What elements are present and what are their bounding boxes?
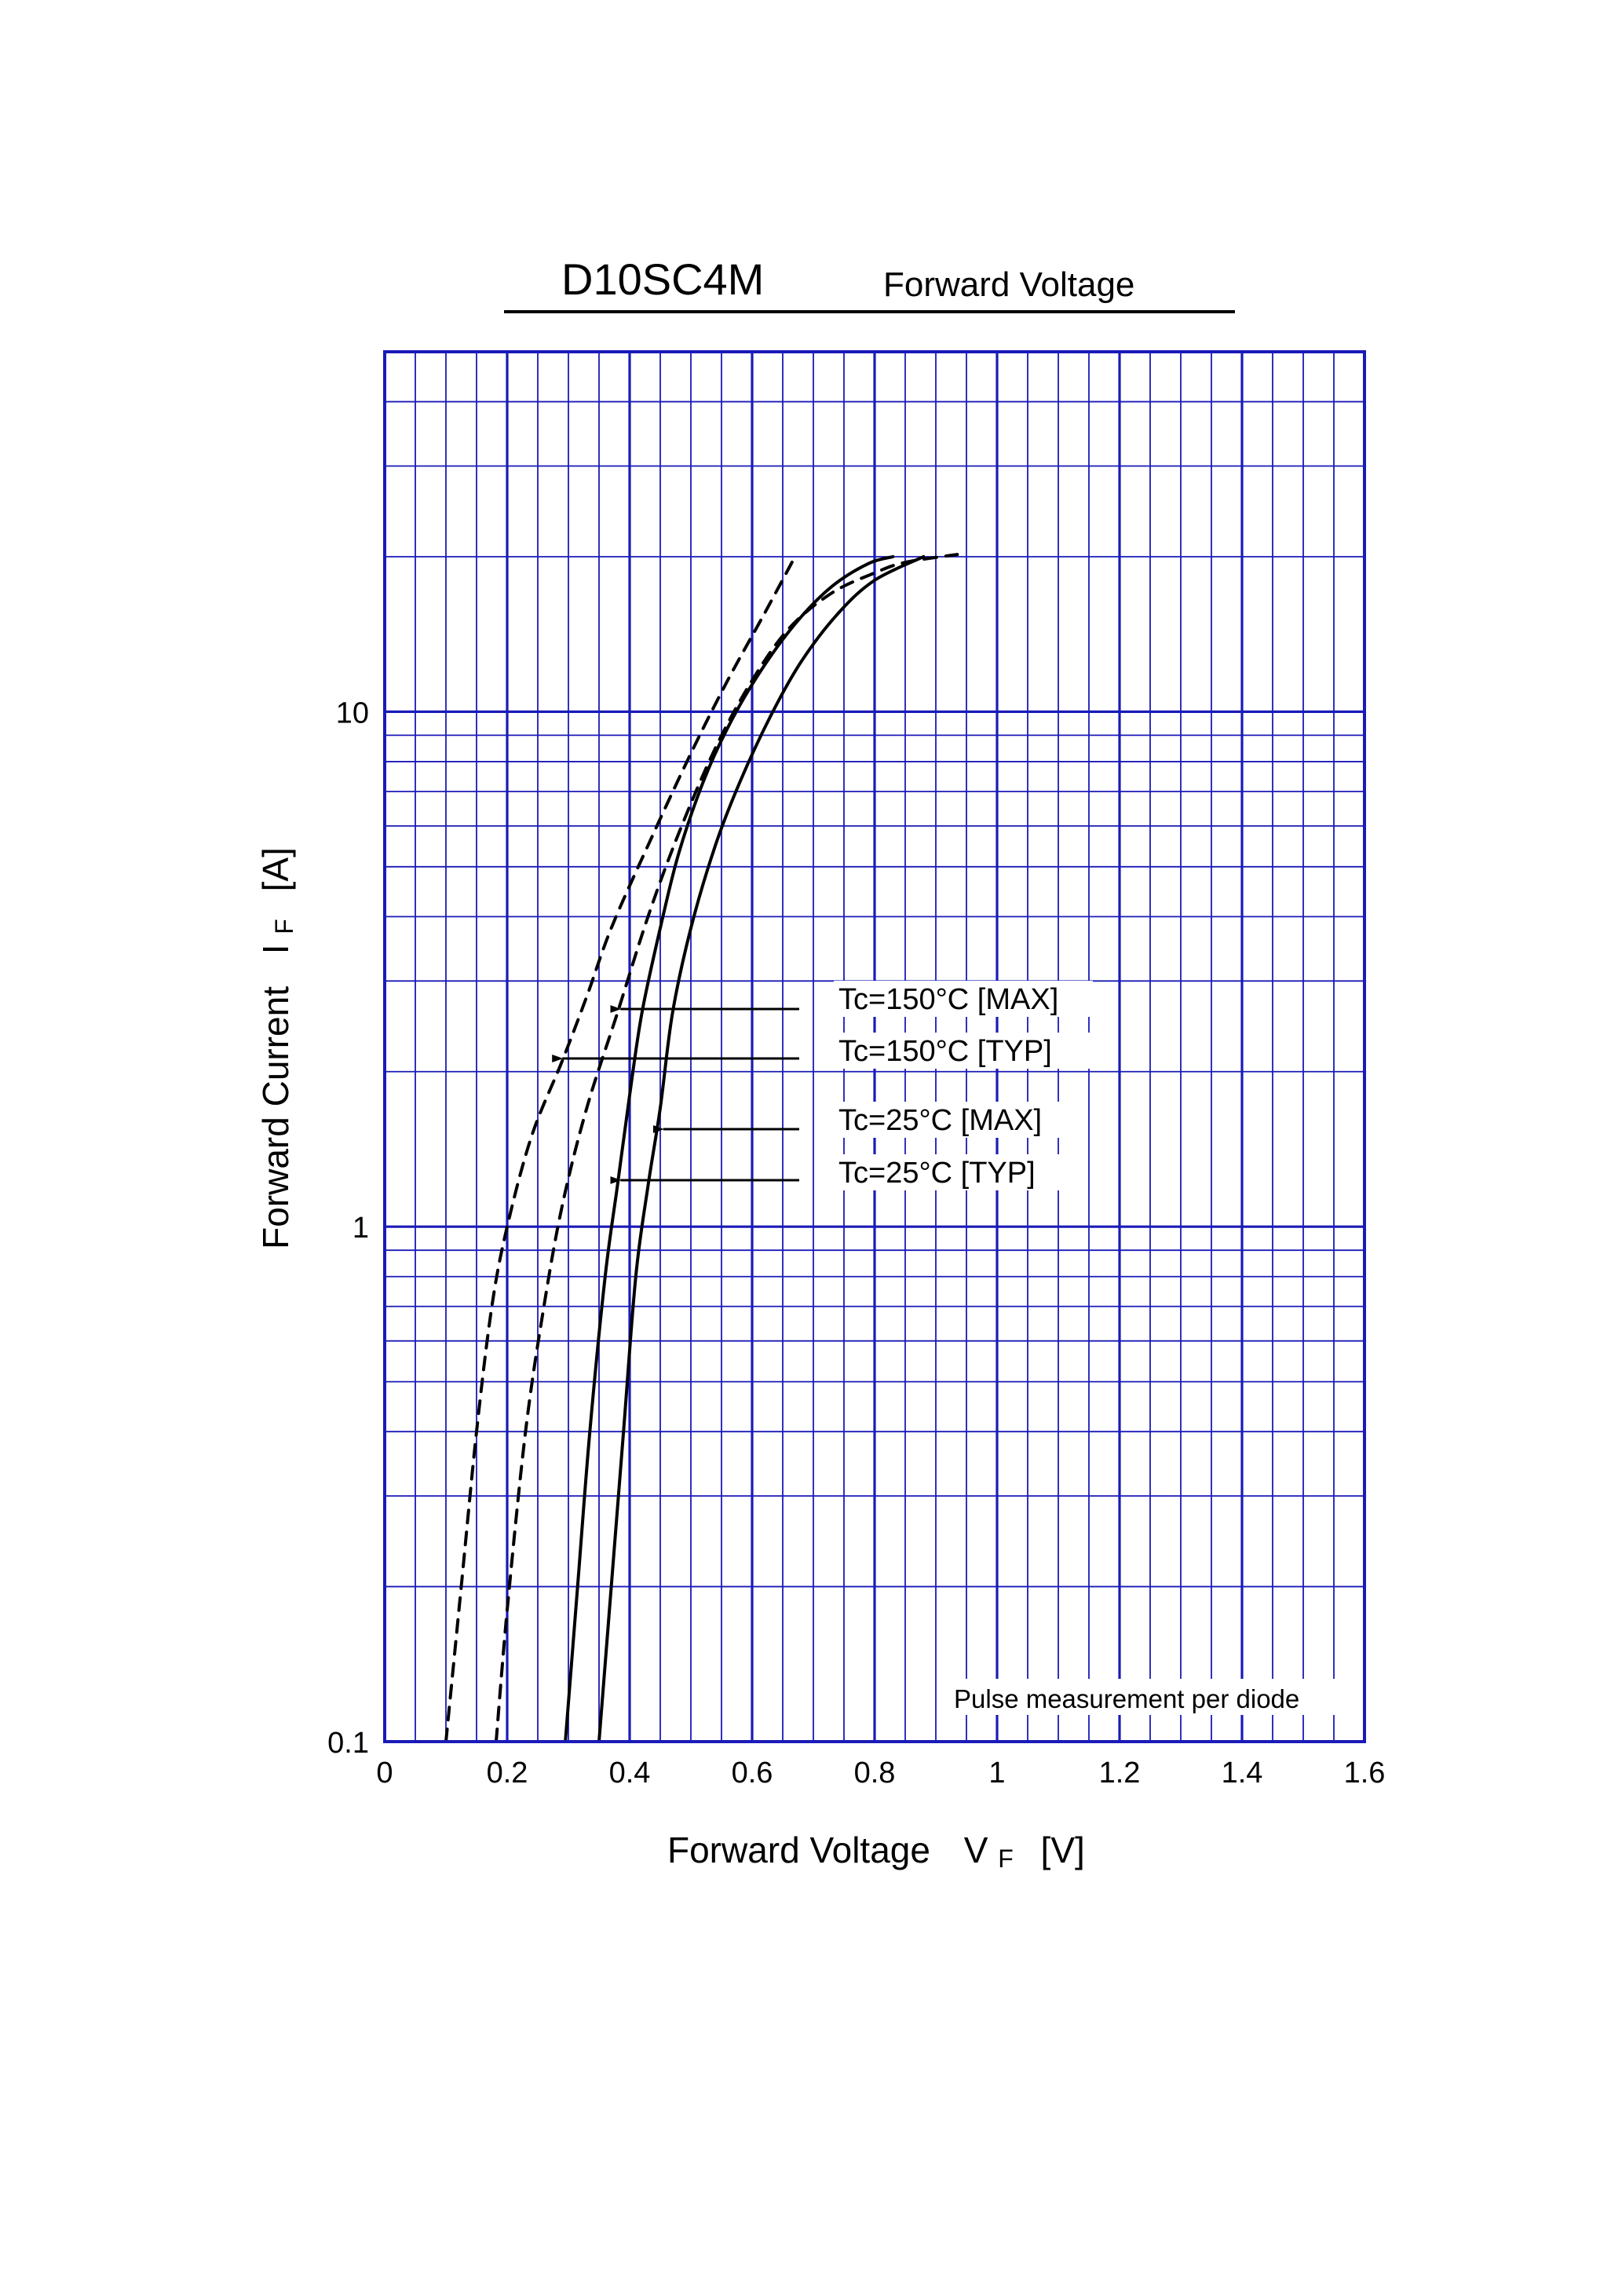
- legend-label-background: [834, 1033, 1093, 1069]
- y-tick-label: 10: [336, 696, 369, 729]
- plot-frame: [383, 350, 1366, 1743]
- x-tick-label: 0.8: [854, 1757, 896, 1790]
- chart-subtitle: Forward Voltage: [883, 265, 1134, 304]
- pulse-note: Pulse measurement per diode: [954, 1684, 1299, 1713]
- x-axis-label-text: Forward Voltage: [667, 1830, 930, 1870]
- x-axis-subscript: F: [998, 1844, 1014, 1873]
- legend-label: Tc=150°C [TYP]: [838, 1035, 1052, 1068]
- x-tick-label: 0.6: [732, 1757, 773, 1790]
- x-axis-symbol: V: [964, 1830, 988, 1870]
- x-tick-label: 0: [376, 1757, 393, 1790]
- y-axis-unit: [A]: [255, 847, 296, 891]
- x-tick-label: 1: [988, 1757, 1005, 1790]
- legend-label: Tc=25°C [MAX]: [838, 1104, 1042, 1137]
- x-tick-labels: 0 0.2 0.4 0.6 0.8 1 1.2 1.4 1.6: [376, 1757, 1385, 1790]
- x-axis-label: Forward Voltage V F [V]: [667, 1830, 1085, 1875]
- x-axis-unit: [V]: [1041, 1830, 1085, 1870]
- note-background: [946, 1679, 1335, 1715]
- x-tick-label: 1.2: [1099, 1757, 1141, 1790]
- series-line-2: [597, 554, 926, 1743]
- series-line-3: [564, 554, 895, 1743]
- y-axis-label: Forward Current I F [A]: [255, 847, 301, 1249]
- legend-label: Tc=25°C [TYP]: [838, 1157, 1036, 1190]
- legend-annotations: Tc=150°C [MAX] Tc=150°C [TYP] Tc=25°C [MAX…: [552, 981, 1093, 1190]
- x-tick-label: 1.4: [1222, 1757, 1263, 1790]
- y-tick-labels: 0.1 1 10: [327, 696, 369, 1760]
- x-tick-label: 1.6: [1344, 1757, 1386, 1790]
- x-tick-label: 0.4: [609, 1757, 651, 1790]
- series-line-0: [494, 553, 959, 1743]
- series-line-1: [444, 554, 797, 1743]
- y-axis-label-text: Forward Current: [255, 986, 296, 1249]
- chart-title: D10SC4M: [561, 254, 764, 304]
- legend-label-background: [834, 981, 1093, 1017]
- y-tick-label: 0.1: [327, 1727, 369, 1760]
- y-axis-subscript: F: [270, 919, 298, 934]
- legend-label-background: [834, 1102, 1069, 1138]
- x-tick-label: 0.2: [487, 1757, 528, 1790]
- legend-label: Tc=150°C [MAX]: [838, 983, 1058, 1016]
- y-tick-label: 1: [353, 1212, 369, 1245]
- legend-label-background: [834, 1154, 1069, 1190]
- curves: [444, 553, 959, 1743]
- y-axis-symbol: I: [255, 944, 296, 954]
